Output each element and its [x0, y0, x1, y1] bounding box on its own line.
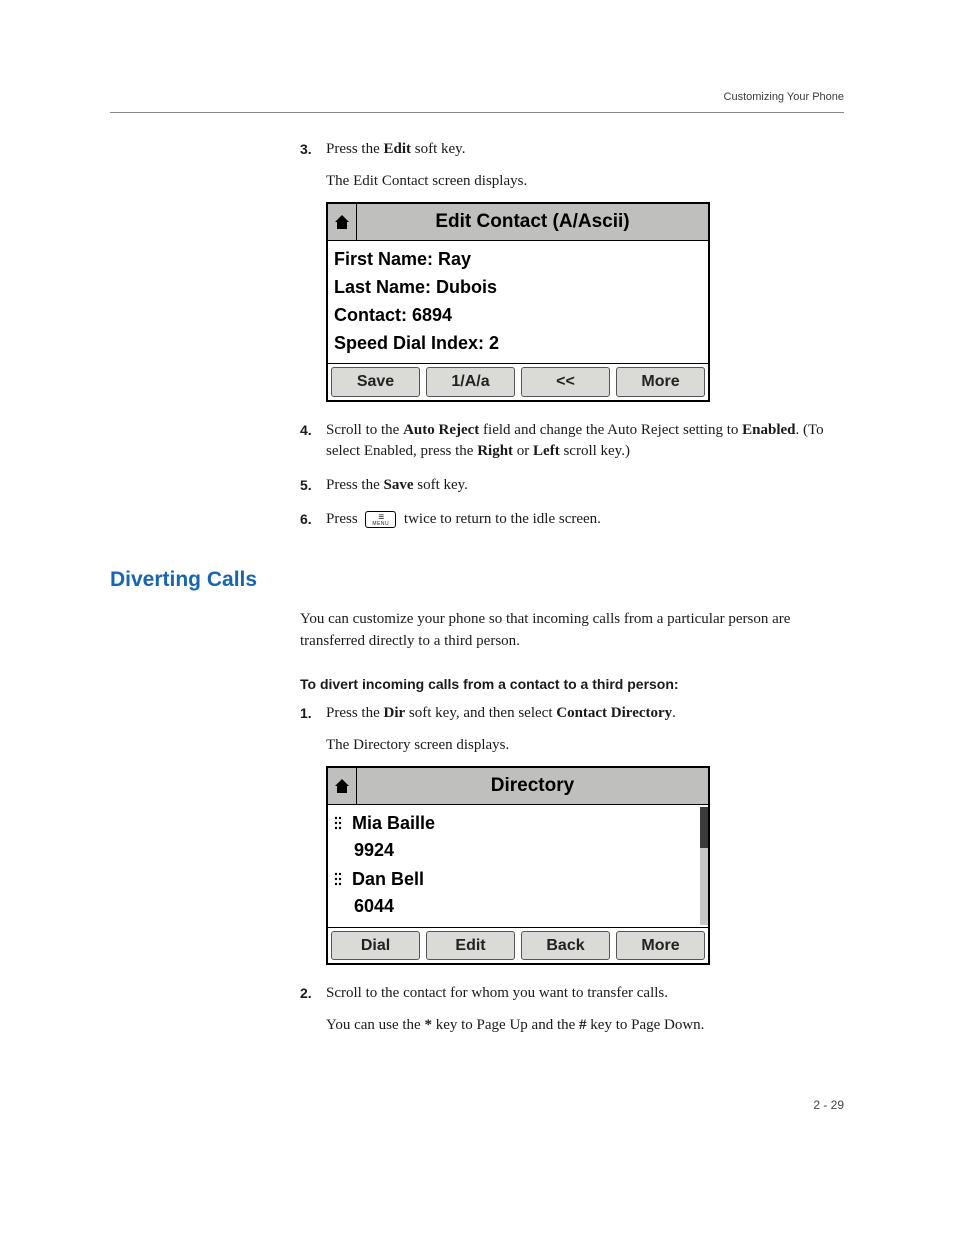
- lcd-line: First Name: Ray: [334, 245, 702, 273]
- page: Customizing Your Phone 3. Press the Edit…: [0, 0, 954, 1174]
- text: Press the: [326, 705, 384, 721]
- text: twice to return to the idle screen.: [404, 511, 601, 527]
- steps-list-a: 3. Press the Edit soft key. The Edit Con…: [300, 139, 844, 531]
- text: You can use the: [326, 1017, 424, 1033]
- step-5: 5. Press the Save soft key.: [300, 475, 844, 497]
- text: Scroll to the: [326, 422, 403, 438]
- lcd-line: Speed Dial Index: 2: [334, 329, 702, 357]
- scroll-thumb[interactable]: [700, 807, 708, 848]
- lcd-titlebar: Directory: [328, 768, 708, 805]
- intro-paragraph: You can customize your phone so that inc…: [300, 609, 844, 653]
- step-subtext: The Edit Contact screen displays.: [326, 171, 844, 193]
- lcd-line: Last Name: Dubois: [334, 273, 702, 301]
- text: Press the: [326, 141, 384, 157]
- text: key to Page Up and the: [432, 1017, 579, 1033]
- header-rule: [110, 112, 844, 113]
- lcd-body: First Name: Ray Last Name: Dubois Contac…: [328, 241, 708, 363]
- bold: Right: [477, 443, 513, 459]
- step-6: 6. Press ≡ MENU twice to return to the i…: [300, 509, 844, 531]
- entry-dots-icon: [334, 816, 346, 830]
- steps-list-b: 1. Press the Dir soft key, and then sele…: [300, 703, 844, 1037]
- step-text: Scroll to the Auto Reject field and chan…: [326, 420, 844, 464]
- step-text: Press ≡ MENU twice to return to the idle…: [326, 509, 844, 531]
- text: or: [513, 443, 533, 459]
- step-number: 5.: [300, 475, 312, 495]
- bold: Dir: [384, 705, 406, 721]
- step-number: 2.: [300, 983, 312, 1003]
- lcd-edit-contact: Edit Contact (A/Ascii) First Name: Ray L…: [326, 202, 710, 401]
- bold: Save: [384, 477, 414, 493]
- header-section-label: Customizing Your Phone: [110, 90, 844, 106]
- softkey-save[interactable]: Save: [331, 367, 420, 396]
- softkey-back[interactable]: <<: [521, 367, 610, 396]
- step-4: 4. Scroll to the Auto Reject field and c…: [300, 420, 844, 464]
- step-3: 3. Press the Edit soft key. The Edit Con…: [300, 139, 844, 402]
- step-subtext: The Directory screen displays.: [326, 735, 844, 757]
- entry-name: Mia Baille: [352, 809, 435, 837]
- step-number: 1.: [300, 703, 312, 723]
- text: soft key, and then select: [405, 705, 556, 721]
- text: field and change the Auto Reject setting…: [479, 422, 742, 438]
- text: key to Page Down.: [587, 1017, 705, 1033]
- bold: #: [579, 1017, 587, 1033]
- bold: Contact Directory: [556, 705, 672, 721]
- entry-dots-icon: [334, 872, 346, 886]
- entry-number: 6044: [334, 893, 698, 921]
- home-icon: [328, 768, 357, 804]
- step-text: Press the Save soft key.: [326, 475, 844, 497]
- lcd-softkeys: Dial Edit Back More: [328, 927, 708, 963]
- step-number: 4.: [300, 420, 312, 440]
- text: Press: [326, 511, 361, 527]
- softkey-more[interactable]: More: [616, 931, 705, 960]
- text: Press the: [326, 477, 384, 493]
- bold: *: [424, 1017, 432, 1033]
- home-icon: [328, 204, 357, 240]
- text: soft key.: [411, 141, 465, 157]
- step-2: 2. Scroll to the contact for whom you wa…: [300, 983, 844, 1037]
- step-subtext: You can use the * key to Page Up and the…: [326, 1015, 844, 1037]
- step-number: 3.: [300, 139, 312, 159]
- softkey-edit[interactable]: Edit: [426, 931, 515, 960]
- softkey-more[interactable]: More: [616, 367, 705, 396]
- bold: Edit: [384, 141, 412, 157]
- menu-key-icon: ≡ MENU: [365, 511, 396, 528]
- lcd-titlebar: Edit Contact (A/Ascii): [328, 204, 708, 241]
- lcd-body: Mia Baille 9924 Dan Bell: [328, 805, 708, 927]
- directory-entry[interactable]: Mia Baille: [334, 809, 698, 837]
- step-text: Press the Dir soft key, and then select …: [326, 703, 844, 725]
- lcd-softkeys: Save 1/A/a << More: [328, 363, 708, 399]
- lcd-title: Directory: [357, 768, 708, 804]
- step-text: Scroll to the contact for whom you want …: [326, 983, 844, 1005]
- text: soft key.: [414, 477, 468, 493]
- procedure-heading: To divert incoming calls from a contact …: [300, 674, 844, 694]
- step-text: Press the Edit soft key.: [326, 139, 844, 161]
- lcd-line: Contact: 6894: [334, 301, 702, 329]
- scrollbar[interactable]: [700, 807, 708, 925]
- bold: Auto Reject: [403, 422, 479, 438]
- bold: Enabled: [742, 422, 795, 438]
- content-column: 3. Press the Edit soft key. The Edit Con…: [300, 139, 844, 531]
- softkey-back[interactable]: Back: [521, 931, 610, 960]
- directory-entry[interactable]: Dan Bell: [334, 865, 698, 893]
- step-1: 1. Press the Dir soft key, and then sele…: [300, 703, 844, 966]
- text: scroll key.): [560, 443, 630, 459]
- content-column: You can customize your phone so that inc…: [300, 609, 844, 1037]
- section-heading-diverting-calls: Diverting Calls: [110, 565, 844, 595]
- step-number: 6.: [300, 509, 312, 529]
- softkey-mode[interactable]: 1/A/a: [426, 367, 515, 396]
- menu-bars-icon: ≡: [372, 514, 389, 521]
- lcd-directory: Directory Mia Baille: [326, 766, 710, 965]
- page-number: 2 - 29: [110, 1097, 844, 1114]
- lcd-title: Edit Contact (A/Ascii): [357, 204, 708, 240]
- menu-key-label: MENU: [372, 522, 389, 527]
- entry-name: Dan Bell: [352, 865, 424, 893]
- entry-number: 9924: [334, 837, 698, 865]
- text: .: [672, 705, 676, 721]
- softkey-dial[interactable]: Dial: [331, 931, 420, 960]
- bold: Left: [533, 443, 560, 459]
